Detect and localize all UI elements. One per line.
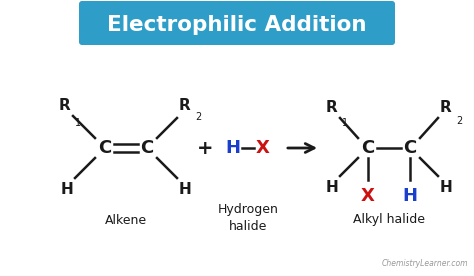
Text: H: H: [439, 181, 452, 195]
Text: 2: 2: [456, 116, 462, 126]
Text: Alkyl halide: Alkyl halide: [353, 214, 425, 227]
Text: C: C: [361, 139, 374, 157]
Text: X: X: [361, 187, 375, 205]
Text: C: C: [140, 139, 154, 157]
Text: H: H: [61, 182, 73, 198]
Text: 1: 1: [342, 118, 348, 128]
Text: H: H: [326, 181, 338, 195]
Text: C: C: [99, 139, 111, 157]
FancyBboxPatch shape: [79, 1, 395, 45]
Text: H: H: [179, 182, 191, 198]
Text: R: R: [326, 100, 338, 115]
Text: +: +: [197, 139, 213, 158]
Text: 2: 2: [195, 112, 201, 122]
Text: Hydrogen
halide: Hydrogen halide: [218, 203, 278, 233]
Text: H: H: [402, 187, 418, 205]
Text: Electrophilic Addition: Electrophilic Addition: [107, 15, 367, 35]
Text: X: X: [256, 139, 270, 157]
Text: 1: 1: [75, 118, 81, 128]
Text: H: H: [226, 139, 240, 157]
Text: C: C: [403, 139, 417, 157]
Text: R: R: [59, 99, 71, 113]
Text: R: R: [440, 100, 452, 115]
Text: Alkene: Alkene: [105, 214, 147, 227]
Text: ChemistryLearner.com: ChemistryLearner.com: [382, 259, 468, 268]
Text: R: R: [179, 99, 191, 113]
